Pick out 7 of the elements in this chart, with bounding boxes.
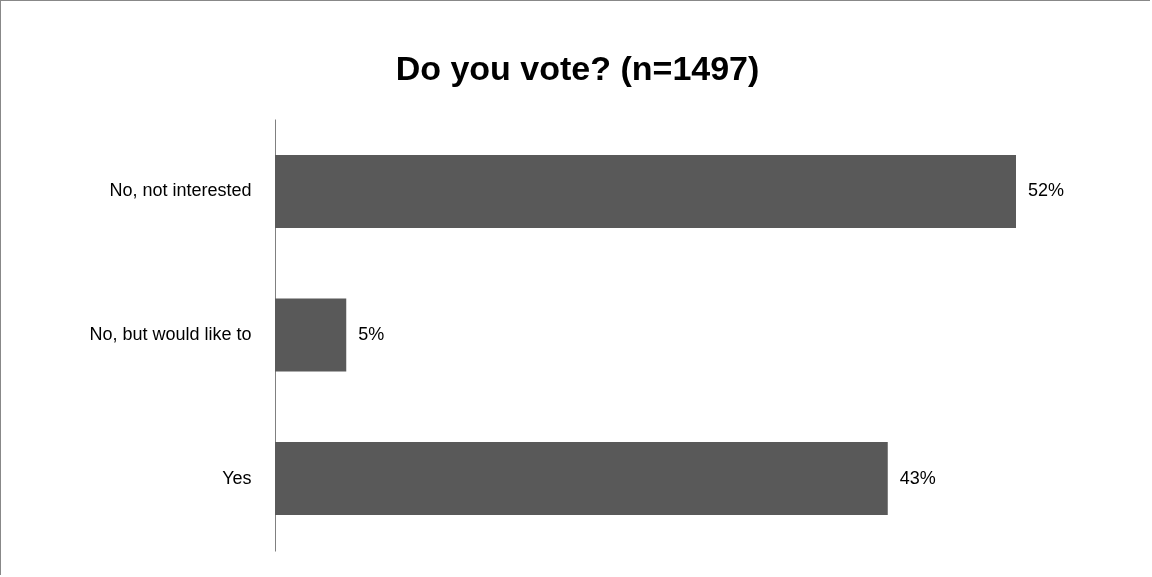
y-tick-label: No, not interested — [109, 180, 252, 201]
data-label: 52% — [1028, 180, 1065, 201]
data-label: 43% — [899, 467, 936, 488]
chart-title: Do you vote? (n=1497) — [395, 49, 760, 87]
y-tick-label: Yes — [222, 467, 252, 488]
y-tick-label: No, but would like to — [89, 324, 252, 344]
data-label: 5% — [358, 324, 385, 344]
